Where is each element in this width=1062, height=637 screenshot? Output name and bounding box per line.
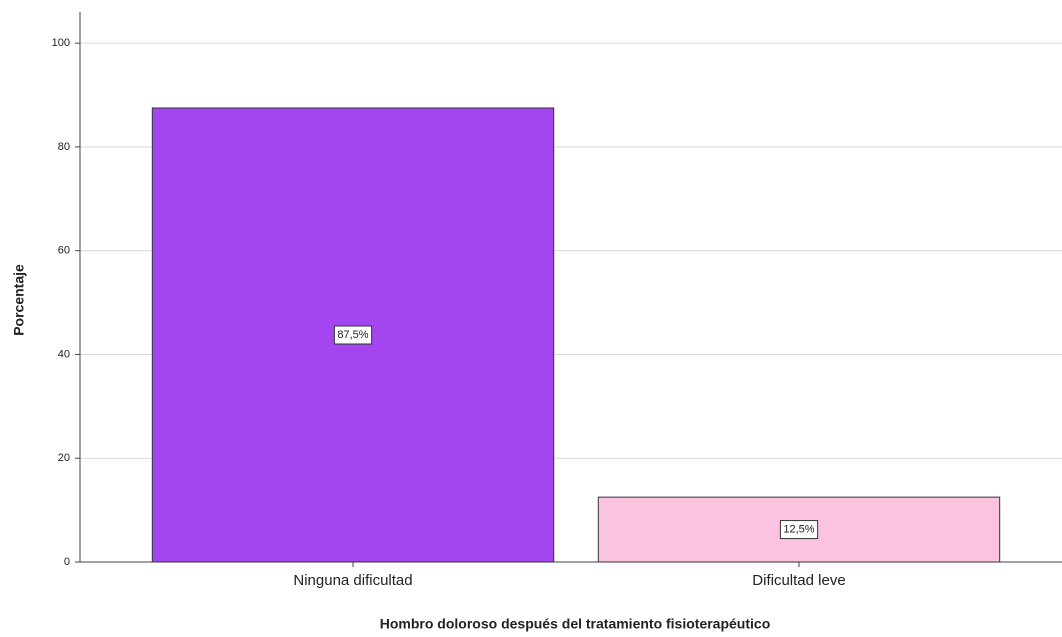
value-label-box [333,325,373,345]
y-tick-label: 80 [58,141,70,153]
value-label: 87,5% [337,329,368,341]
value-label: 12,5% [783,523,814,535]
y-axis-title: Porcentaje [11,264,27,336]
x-axis-title: Hombro doloroso después del tratamiento … [380,616,771,632]
x-tick-label: Dificultad leve [752,572,845,589]
y-tick-label: 20 [58,452,70,464]
y-tick-label: 0 [64,556,70,568]
y-tick-label: 100 [52,37,70,49]
value-label-box [779,520,819,540]
y-tick-label: 60 [58,245,70,257]
x-tick-label: Ninguna dificultad [293,572,412,589]
y-tick-label: 40 [58,348,70,360]
